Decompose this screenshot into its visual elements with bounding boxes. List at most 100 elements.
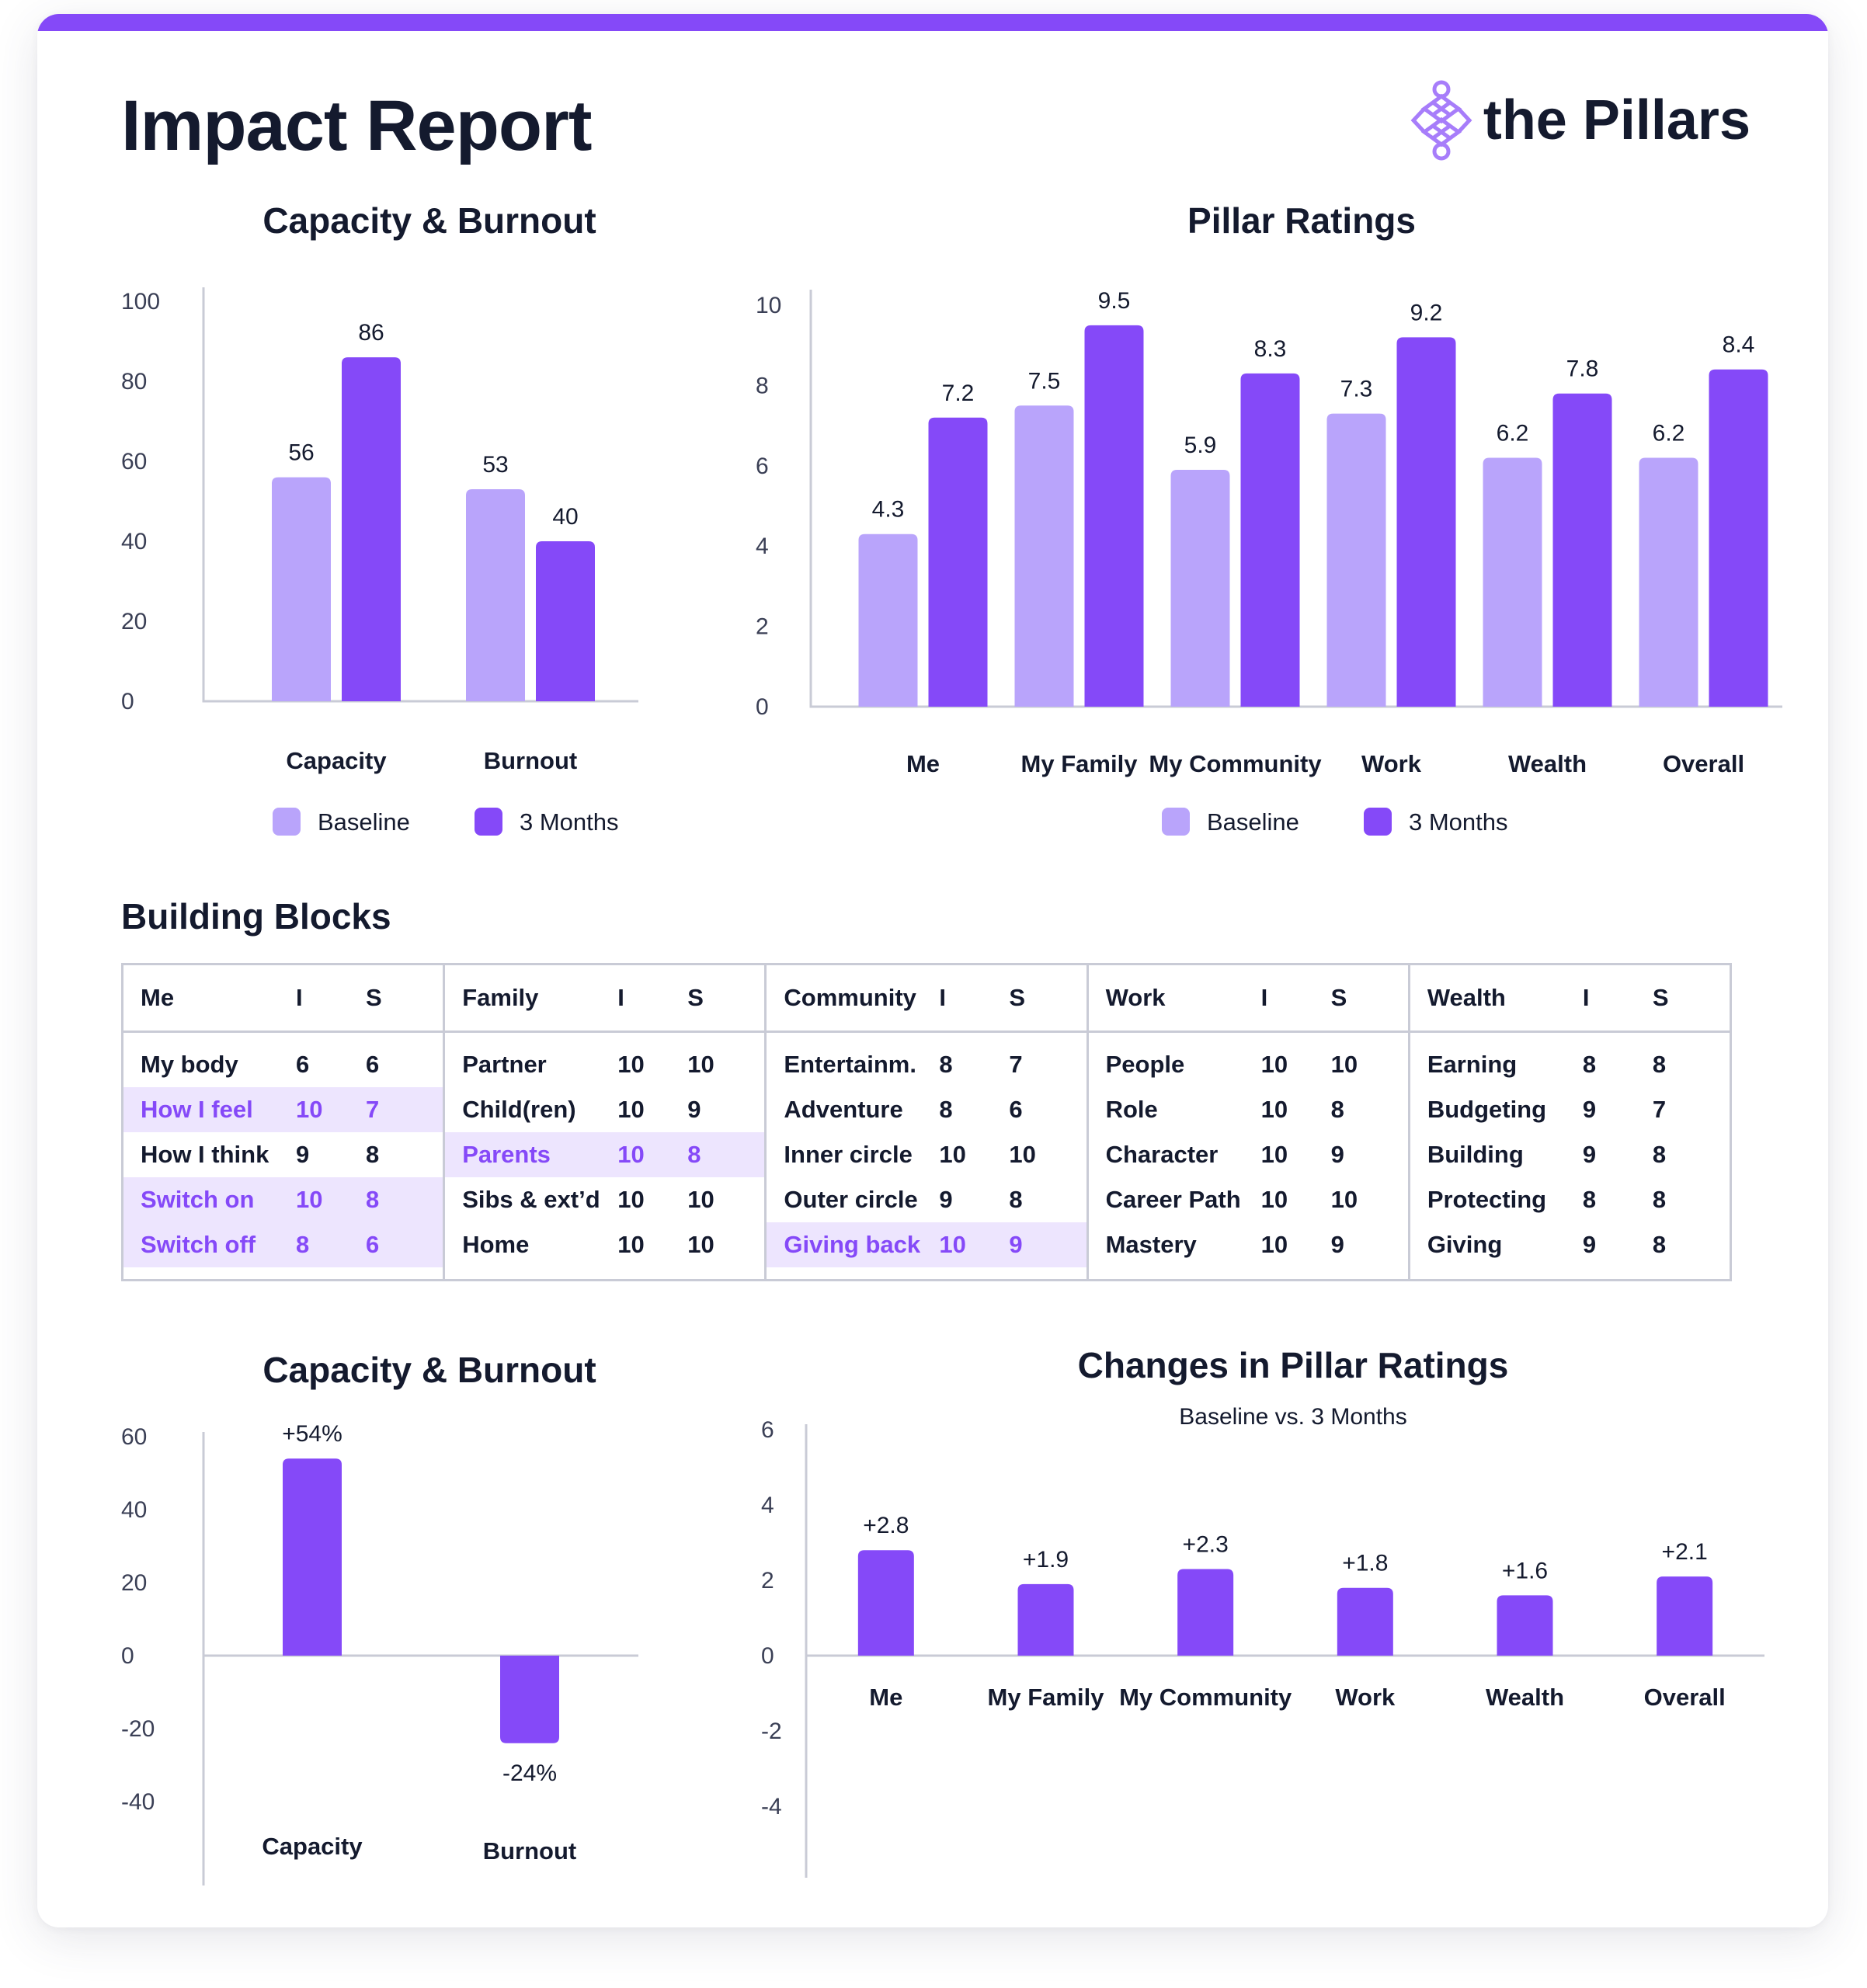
block-me: Me I S My body 6 6 How I feel 10 7 How I think 9 8 S… — [123, 965, 446, 1279]
row-label: My body — [141, 1051, 238, 1078]
data-label: 7.8 — [1566, 356, 1599, 382]
block-header: Family I S — [445, 965, 765, 1033]
row-label: How I feel — [141, 1096, 253, 1123]
row-value-s: 8 — [1330, 1096, 1344, 1123]
bar-3-months — [1552, 393, 1612, 707]
data-label: 4.3 — [872, 497, 905, 523]
data-label: 5.9 — [1184, 433, 1217, 458]
column-header-i: I — [296, 984, 303, 1011]
change-bar — [857, 1550, 914, 1656]
row-value-s: 7 — [1009, 1051, 1023, 1078]
legend-label: Baseline — [1207, 808, 1299, 836]
table-row: Protecting 8 8 — [1410, 1177, 1730, 1222]
row-value-i: 10 — [617, 1096, 645, 1123]
row-value-i: 10 — [617, 1186, 645, 1213]
y-tick-label: 100 — [121, 289, 160, 315]
category-label: My Community — [1119, 1684, 1292, 1711]
row-value-s: 8 — [1009, 1186, 1023, 1213]
row-label: Inner circle — [784, 1141, 913, 1168]
row-value-i: 8 — [939, 1096, 953, 1123]
row-value-i: 9 — [1582, 1096, 1597, 1123]
pillar-changes-chart: Changes in Pillar Ratings Baseline vs. 3 … — [761, 1345, 1764, 1878]
y-tick-label: 20 — [121, 609, 147, 634]
row-value-s: 9 — [1330, 1141, 1344, 1168]
row-value-s: 8 — [366, 1186, 380, 1213]
data-label: +1.6 — [1502, 1558, 1548, 1583]
category-label: Wealth — [1508, 750, 1587, 777]
table-row: Outer circle 9 8 — [767, 1177, 1086, 1222]
block-header-title: Me — [141, 984, 175, 1011]
row-value-i: 10 — [1260, 1231, 1288, 1258]
table-row: Building 9 8 — [1410, 1132, 1730, 1177]
axis-line — [809, 290, 1782, 708]
table-row: Budgeting 9 7 — [1410, 1087, 1730, 1132]
block-header: Me I S — [123, 965, 443, 1033]
row-label: Entertainm. — [784, 1051, 916, 1078]
category-label: Capacity — [262, 1833, 363, 1860]
row-label: Outer circle — [784, 1186, 918, 1213]
category-label: Work — [1335, 1684, 1396, 1711]
y-tick-label: 4 — [756, 533, 769, 559]
legend-label: 3 Months — [1409, 808, 1508, 836]
row-value-s: 10 — [687, 1231, 714, 1258]
capacity-burnout-change-chart: Capacity & Burnout 60 40 20 0 -20 -40 +54% Capac… — [121, 1350, 638, 1885]
data-label: 40 — [552, 504, 578, 530]
y-tick-label: 80 — [121, 369, 147, 394]
bar-baseline — [1639, 457, 1698, 707]
report-card: Impact Report the Pillars Capacity & Bur… — [37, 14, 1828, 1927]
data-label: -24% — [502, 1760, 557, 1786]
table-row: Switch on 10 8 — [123, 1177, 443, 1222]
y-tick-label: 10 — [756, 293, 781, 318]
bar-baseline — [1326, 413, 1386, 707]
legend-swatch-3-months — [475, 808, 502, 836]
category-label: My Family — [1021, 750, 1139, 777]
y-tick-label: 4 — [761, 1493, 774, 1518]
row-value-i: 8 — [1582, 1186, 1597, 1213]
legend-swatch-baseline — [273, 808, 301, 836]
row-value-i: 10 — [1260, 1186, 1288, 1213]
table-row: Entertainm. 8 7 — [767, 1042, 1086, 1087]
bar-baseline — [272, 477, 331, 701]
table-row: My body 6 6 — [123, 1042, 443, 1087]
data-label: 9.5 — [1098, 288, 1131, 314]
building-blocks-title: Building Blocks — [121, 896, 391, 937]
row-label: People — [1105, 1051, 1185, 1078]
row-label: Earning — [1427, 1051, 1518, 1078]
table-row: Switch off 8 6 — [123, 1222, 443, 1267]
row-label: Switch off — [141, 1231, 256, 1258]
data-label: 56 — [288, 440, 314, 466]
row-label: Sibs & ext’d — [462, 1186, 600, 1213]
row-value-s: 8 — [1652, 1051, 1667, 1078]
row-value-s: 6 — [366, 1051, 380, 1078]
block-community: Community I S Entertainm. 8 7 Adventure 8 6 Inner… — [767, 965, 1089, 1279]
row-label: Adventure — [784, 1096, 903, 1123]
row-value-i: 10 — [617, 1141, 645, 1168]
bar-3-months — [536, 541, 595, 701]
category-label: My Family — [988, 1684, 1105, 1711]
y-tick-label: 60 — [121, 1424, 147, 1450]
y-tick-label: -20 — [121, 1716, 155, 1742]
row-value-s: 6 — [1009, 1096, 1023, 1123]
row-value-s: 8 — [366, 1141, 380, 1168]
row-value-s: 6 — [366, 1231, 380, 1258]
table-row: Earning 8 8 — [1410, 1042, 1730, 1087]
bar-baseline — [1014, 405, 1074, 707]
data-label: 53 — [482, 452, 508, 478]
change-bar — [1657, 1576, 1713, 1656]
table-row: How I think 9 8 — [123, 1132, 443, 1177]
data-label: +1.8 — [1342, 1551, 1388, 1576]
row-value-i: 9 — [1582, 1141, 1597, 1168]
y-tick-label: 2 — [756, 614, 769, 640]
brand-logo: the Pillars — [1410, 78, 1751, 163]
bar-baseline — [858, 533, 918, 707]
block-header: Wealth I S — [1410, 965, 1730, 1033]
table-row: Adventure 8 6 — [767, 1087, 1086, 1132]
lattice-knot-logo-icon — [1410, 80, 1472, 161]
building-blocks-table: Me I S My body 6 6 How I feel 10 7 How I think 9 8 S… — [121, 963, 1732, 1281]
chart-title: Capacity & Burnout — [262, 1350, 596, 1390]
row-value-i: 9 — [939, 1186, 953, 1213]
table-row: Partner 10 10 — [445, 1042, 764, 1087]
row-label: Role — [1105, 1096, 1158, 1123]
data-label: 6.2 — [1653, 420, 1685, 446]
y-tick-label: 2 — [761, 1568, 774, 1594]
